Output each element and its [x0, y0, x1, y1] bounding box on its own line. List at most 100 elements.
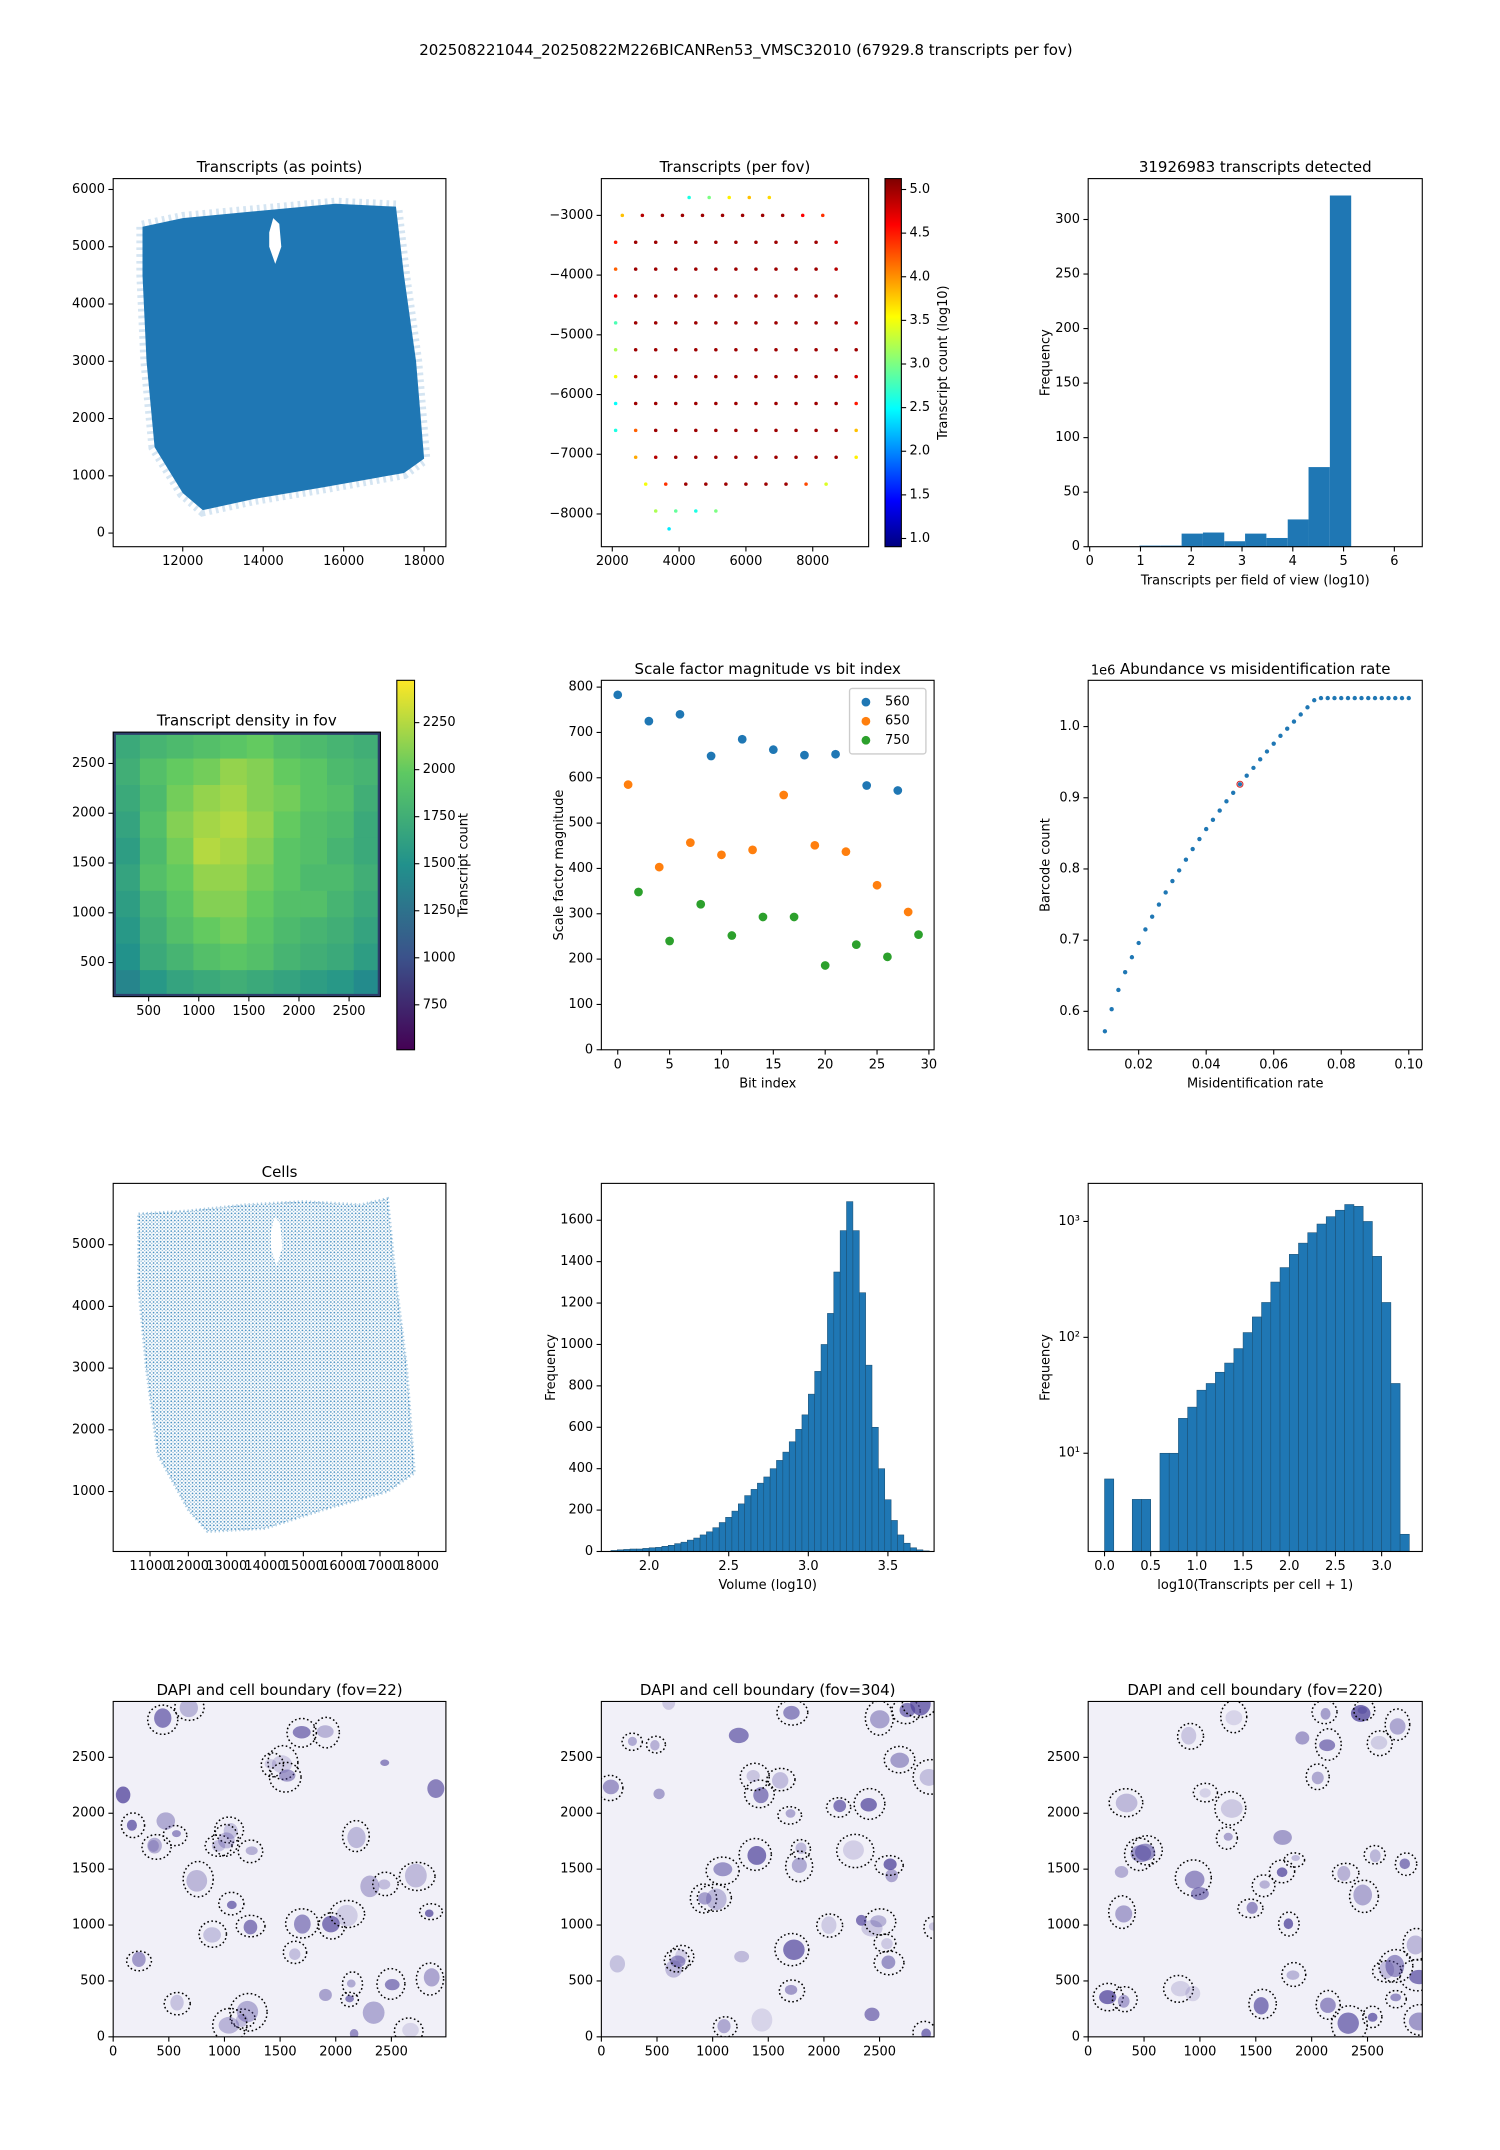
y-tick-label: 1000: [72, 905, 105, 920]
cell-boundary: [372, 1871, 399, 1897]
bar: [699, 1534, 707, 1552]
nucleus: [1184, 1870, 1205, 1889]
bar: [712, 1527, 720, 1552]
cell-boundary: [340, 1991, 360, 2008]
cell-boundary: [873, 1950, 905, 1976]
cell-boundary: [213, 1816, 245, 1844]
nucleus: [289, 1948, 301, 1960]
x-tick-label: 16000: [323, 554, 364, 569]
cell-boundary: [1092, 1982, 1124, 2012]
fov-point: [643, 482, 648, 486]
cell-boundary: [1174, 1859, 1213, 1897]
fov-point: [734, 401, 738, 406]
panel-title: Transcript density in fov: [156, 712, 337, 730]
heat-cell: [273, 970, 301, 997]
x-tick-label: 5: [1339, 554, 1347, 569]
point: [1224, 799, 1229, 804]
bar: [1202, 532, 1225, 547]
panel-title: Transcripts (as points): [196, 158, 363, 176]
heat-cell: [220, 785, 248, 812]
heat-cell: [353, 811, 381, 839]
nucleus: [1276, 1867, 1288, 1878]
cell-boundary: [912, 1758, 935, 1795]
point-cloud: [136, 197, 431, 517]
x-tick-label: 500: [1132, 2044, 1157, 2059]
point: [1406, 695, 1411, 701]
y-tick-label: 1400: [560, 1254, 593, 1269]
fov-point: [760, 213, 765, 218]
cell-boundary: [376, 1967, 406, 2001]
fov-point: [834, 321, 838, 325]
bar: [1308, 467, 1330, 547]
cell-boundary: [874, 1854, 904, 1877]
x-axis-label: Misidentification rate: [1187, 1076, 1324, 1091]
heat-cell: [166, 943, 194, 971]
x-tick-label: 3.5: [878, 1559, 899, 1574]
fov-point: [814, 347, 818, 352]
fov-point: [694, 321, 698, 325]
y-tick-label: 0.8: [1059, 861, 1080, 876]
heat-cell: [246, 811, 274, 839]
heat-border: [113, 732, 381, 997]
heat-cell: [246, 785, 274, 812]
point: [800, 750, 809, 760]
nucleus: [1181, 1726, 1197, 1745]
fov-point: [694, 455, 698, 460]
fov-point: [653, 428, 658, 433]
cell-boundary: [1305, 1763, 1330, 1791]
nucleus: [1367, 2012, 1378, 2022]
fov-point: [754, 321, 758, 325]
cell-boundary: [873, 1933, 897, 1953]
cell-boundary: [1176, 1722, 1205, 1750]
fov-point: [794, 240, 798, 245]
cell-boundary: [237, 1839, 264, 1864]
plot-area: [113, 1701, 446, 2037]
x-tick-label: 2.5: [1325, 1559, 1346, 1574]
nucleus: [833, 1799, 847, 1813]
cell-boundary: [923, 1915, 935, 1940]
fov-point: [774, 455, 778, 460]
nucleus: [1115, 1793, 1138, 1813]
nucleus: [148, 1839, 159, 1852]
y-tick-label: 300: [568, 906, 593, 921]
colorbar-tick-label: 5.0: [910, 182, 931, 197]
fov-point: [673, 321, 678, 325]
point: [1339, 695, 1344, 701]
x-tick-label: 25: [869, 1057, 885, 1072]
nucleus: [1295, 1731, 1310, 1745]
fov-point: [613, 347, 618, 352]
x-tick-label: 0: [1086, 554, 1094, 569]
heat-cell: [327, 970, 355, 997]
legend-label: 750: [885, 733, 910, 748]
cell-boundary: [1108, 1787, 1144, 1818]
heat-cell: [246, 837, 274, 865]
axes-frame: [1087, 178, 1423, 548]
heat-cell: [300, 811, 328, 839]
heat-cell: [220, 864, 248, 892]
point: [675, 709, 685, 719]
fov-point: [734, 294, 738, 298]
cell-boundary: [329, 1899, 366, 1929]
heat-cell: [300, 917, 328, 945]
cell-boundary: [1215, 1826, 1239, 1850]
point: [1183, 857, 1189, 862]
x-tick-label: 2000: [807, 2044, 840, 2059]
fov-point: [653, 321, 658, 325]
bar: [782, 1451, 790, 1552]
x-tick-label: 0: [597, 2044, 605, 2059]
point: [1163, 890, 1168, 895]
heat-cell: [139, 864, 168, 892]
colorbar-label: Transcript count (log10): [936, 285, 951, 440]
x-tick-label: 0: [109, 2044, 117, 2059]
cell-boundary: [162, 1824, 188, 1847]
cell-boundary: [776, 1701, 809, 1726]
nucleus: [1311, 1771, 1324, 1785]
nucleus: [650, 1740, 660, 1751]
nucleus: [1320, 1708, 1331, 1720]
fov-point: [764, 482, 768, 486]
cell-boundary: [1214, 1790, 1247, 1826]
fov-point: [673, 347, 678, 352]
nucleus: [362, 2001, 385, 2024]
point: [1305, 705, 1310, 710]
panel-title: DAPI and cell boundary (fov=220): [1127, 1681, 1383, 1699]
